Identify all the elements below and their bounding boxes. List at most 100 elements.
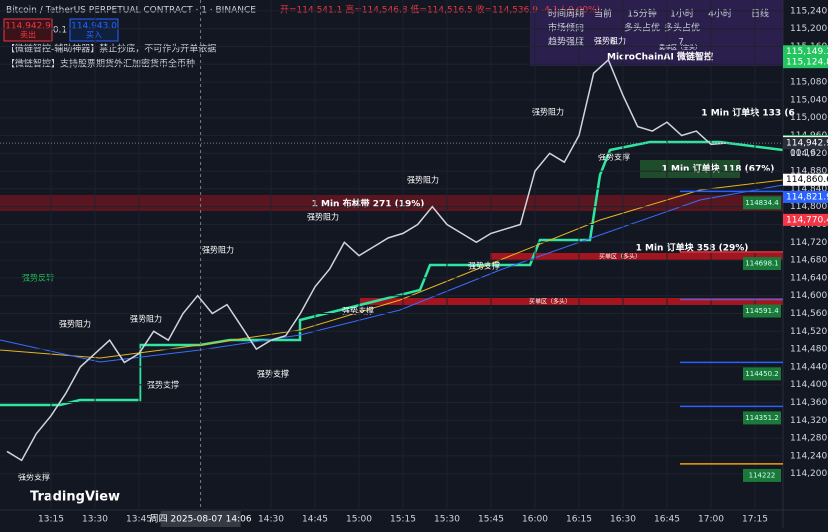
buy-zone: [360, 298, 783, 305]
level-label-bg: [743, 257, 781, 271]
annotation: 强势支撑: [342, 306, 374, 316]
table-header: 4小时: [708, 8, 732, 20]
cursor-label: 周四 2025-08-07 14:06: [150, 514, 252, 525]
annotation: 强势支撑: [18, 472, 50, 482]
annotation: 买单区（多头）: [529, 298, 571, 306]
table-header: 当前: [594, 8, 612, 20]
level-label-bg: [743, 367, 781, 381]
level-label: 114450.2: [745, 370, 778, 378]
trend-line: [0, 140, 784, 407]
annotation: 强势阻力: [202, 245, 234, 255]
y-tick-label: 114,320: [790, 416, 827, 426]
x-tick-label: 17:15: [742, 515, 768, 525]
y-tick-label: 114,200: [790, 469, 827, 479]
annotation: 强势阻力: [59, 319, 91, 329]
y-tick-label: 114,560: [790, 309, 827, 319]
level-label-bg: [743, 468, 781, 482]
price-label-bg: [783, 173, 828, 186]
y-tick-label: 115,040: [790, 95, 827, 105]
annotation: MicroChainAI 微链智控: [607, 51, 713, 63]
table-row-label: 市场倾向: [548, 22, 584, 34]
table-cell: 7: [678, 38, 684, 48]
annotation: 卖单区（空头）: [659, 44, 701, 52]
y-tick-label: 114,360: [790, 398, 827, 408]
price-label: 114,770.4: [786, 215, 828, 225]
x-tick-label: 14:30: [258, 515, 284, 525]
annotation: 强势支撑: [468, 261, 500, 271]
level-label: 114698.1: [745, 260, 778, 268]
table-cell: 多头占优: [664, 22, 700, 34]
logo: TradingView: [30, 490, 120, 505]
countdown: 00:16: [790, 149, 816, 159]
price-label: 114,860.6: [786, 175, 828, 185]
qty: 0.1: [53, 26, 67, 36]
annotation: 1 Min 订单块 358 (29%): [636, 242, 749, 254]
level-label: 114591.4: [745, 307, 779, 315]
price-label-bg: [783, 137, 828, 150]
table-cell: 6: [610, 38, 616, 48]
y-tick-label: 114,720: [790, 238, 827, 248]
x-tick-label: 15:45: [478, 515, 504, 525]
x-tick-label: 15:15: [390, 515, 416, 525]
level-label-bg: [743, 411, 781, 425]
price-label-bg: [783, 190, 828, 203]
level-label: 114222: [749, 471, 776, 479]
x-tick-label: 13:15: [38, 515, 64, 525]
y-tick-label: 114,400: [790, 380, 827, 390]
x-tick-label: 16:15: [566, 515, 592, 525]
y-tick-label: 114,480: [790, 345, 827, 355]
table-row-label: 趋势强度: [548, 36, 584, 48]
x-tick-label: 13:30: [82, 515, 108, 525]
x-tick-label: 16:00: [522, 515, 548, 525]
annotation: 1 Min 订单块 118 (67%): [662, 163, 775, 175]
x-tick-label: 15:00: [346, 515, 372, 525]
level-label: 114834.4: [745, 199, 779, 207]
table-header: 15分钟: [627, 8, 656, 20]
buy-button[interactable]: [69, 18, 119, 42]
x-tick-label: 14:45: [302, 515, 328, 525]
table-header: 日线: [751, 8, 769, 20]
buy-price: 114,943.0: [71, 22, 117, 32]
annotation: 强势阻力: [594, 36, 626, 46]
x-tick-label: 13:45: [126, 515, 152, 525]
x-tick-label: 16:45: [654, 515, 680, 525]
price-label: 114,942.9: [786, 139, 828, 149]
y-tick-label: 114,880: [790, 167, 827, 177]
price-line: [6, 58, 726, 462]
price-label: 115,149.3: [786, 47, 828, 57]
level-label-bg: [743, 304, 781, 318]
y-tick-label: 115,200: [790, 24, 827, 34]
y-tick-label: 114,680: [790, 256, 827, 266]
y-tick-label: 114,280: [790, 434, 827, 444]
x-tick-label: 17:00: [698, 515, 724, 525]
annotation: 强势阻力: [407, 175, 439, 185]
annotation: 强势支撑: [598, 152, 630, 162]
order-block: [640, 160, 740, 178]
y-tick-label: 115,080: [790, 78, 827, 88]
price-label: 114,821.9: [786, 192, 828, 202]
ohlc: 开=114,541.1 高=114,546.8 低=114,516.5 收=11…: [280, 4, 600, 16]
y-tick-label: 114,520: [790, 327, 827, 337]
sell-label: 卖出: [20, 30, 36, 40]
sell-price: 114,942.9: [5, 22, 51, 32]
annotation: 强势阻力: [532, 107, 564, 117]
annotation: 强势阻力: [307, 212, 339, 222]
y-tick-label: 115,000: [790, 113, 827, 123]
y-tick-label: 114,440: [790, 362, 827, 372]
y-tick-label: 114,840: [790, 184, 827, 194]
annotation: 强势阻力: [130, 314, 162, 324]
sell-button[interactable]: [3, 18, 53, 42]
x-tick-label: 15:30: [434, 515, 460, 525]
y-tick-label: 114,640: [790, 273, 827, 283]
buy-label: 买入: [86, 31, 102, 40]
annotation: 1 Min 订单块 133 (6: [701, 107, 794, 119]
price-label-bg: [783, 213, 828, 226]
price-label: 115,124.8: [786, 58, 828, 68]
annotation: 1 Min 布林带 271 (19%): [312, 198, 425, 210]
cursor-label-bg: [160, 511, 241, 527]
price-label-bg: [783, 45, 828, 58]
table-header: 1小时: [670, 8, 694, 20]
